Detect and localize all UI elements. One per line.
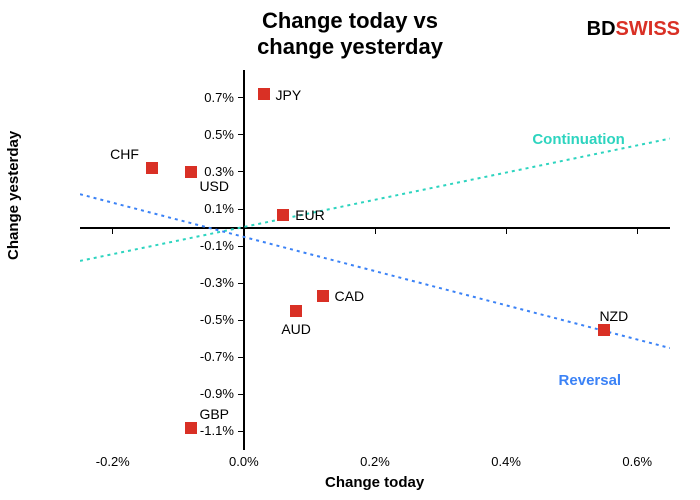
y-axis-label: Change yesterday <box>5 131 22 260</box>
data-point <box>317 290 329 302</box>
plot-area: -0.2%0.0%0.2%0.4%0.6%-1.1%-0.9%-0.7%-0.5… <box>80 70 670 450</box>
chart-container: Change today vschange yesterday BDSWISS … <box>0 0 700 500</box>
brand-logo: BDSWISS <box>587 18 680 41</box>
trend-lines-svg <box>80 70 670 450</box>
data-point <box>277 209 289 221</box>
trend-label: Continuation <box>532 131 624 148</box>
trend-label: Reversal <box>559 372 622 389</box>
x-tick-label: 0.6% <box>617 454 657 469</box>
data-point <box>598 324 610 336</box>
data-label: JPY <box>276 87 302 103</box>
x-tick-label: 0.0% <box>224 454 264 469</box>
data-label: CAD <box>335 288 365 304</box>
data-point <box>290 305 302 317</box>
data-label: CHF <box>110 146 139 162</box>
data-label: NZD <box>599 308 628 324</box>
x-tick-label: 0.2% <box>355 454 395 469</box>
data-label: USD <box>199 178 229 194</box>
data-label: AUD <box>281 321 311 337</box>
data-point <box>258 88 270 100</box>
data-label: EUR <box>295 207 325 223</box>
logo-swiss-text: SWISS <box>616 18 680 40</box>
x-axis-label: Change today <box>325 474 424 491</box>
data-label: GBP <box>199 406 229 422</box>
data-point <box>185 422 197 434</box>
trend-line <box>80 139 670 261</box>
x-tick-label: 0.4% <box>486 454 526 469</box>
logo-bd-text: BD <box>587 18 616 40</box>
chart-title: Change today vschange yesterday <box>257 8 443 61</box>
x-tick-label: -0.2% <box>93 454 133 469</box>
data-point <box>185 166 197 178</box>
data-point <box>146 162 158 174</box>
trend-line <box>80 194 670 348</box>
